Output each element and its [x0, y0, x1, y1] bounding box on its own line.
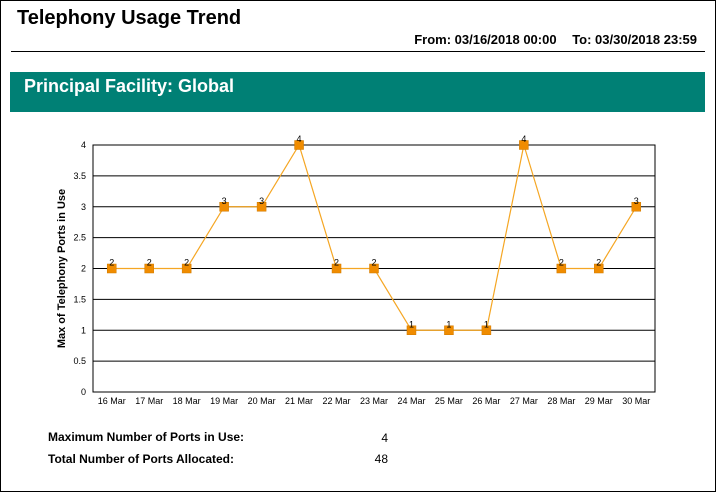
data-point	[631, 202, 642, 212]
data-label: 2	[334, 258, 339, 268]
date-from: From: 03/16/2018 00:00	[414, 32, 557, 47]
data-point	[369, 263, 379, 274]
facility-title: Principal Facility: Global	[24, 76, 235, 96]
data-label: 1	[446, 319, 451, 329]
x-tick-label: 25 Mar	[435, 396, 463, 406]
x-tick-label: 24 Mar	[397, 396, 425, 406]
data-label: 2	[184, 258, 189, 268]
data-point	[556, 263, 567, 274]
data-label: 4	[521, 134, 526, 144]
x-tick-label: 22 Mar	[323, 396, 351, 406]
x-tick-label: 30 Mar	[622, 396, 650, 406]
y-tick-label: 2	[81, 264, 86, 274]
y-tick-label: 4	[81, 140, 86, 150]
x-tick-label: 16 Mar	[98, 396, 126, 406]
data-point	[256, 202, 267, 212]
data-label: 1	[409, 319, 414, 329]
x-tick-label: 19 Mar	[210, 396, 238, 406]
total-ports-value: 48	[374, 452, 388, 466]
data-point	[519, 140, 529, 150]
data-label: 3	[222, 196, 227, 206]
y-tick-label: 0.5	[73, 356, 86, 366]
data-point	[144, 263, 154, 274]
x-tick-label: 26 Mar	[472, 396, 500, 406]
data-label: 4	[297, 134, 302, 144]
data-label: 2	[559, 258, 564, 268]
x-tick-label: 29 Mar	[585, 396, 613, 406]
x-tick-label: 27 Mar	[510, 396, 538, 406]
y-tick-label: 1	[81, 325, 86, 335]
data-label: 2	[596, 258, 601, 268]
data-point	[406, 325, 417, 335]
y-tick-label: 2.5	[73, 233, 86, 243]
x-tick-label: 18 Mar	[173, 396, 201, 406]
data-point	[444, 325, 454, 335]
report-title: Telephony Usage Trend	[17, 7, 242, 29]
data-point	[181, 263, 192, 274]
data-point	[331, 263, 342, 274]
y-tick-label: 1.5	[73, 294, 86, 304]
x-tick-label: 23 Mar	[360, 396, 388, 406]
header-divider	[11, 51, 705, 52]
y-axis-label: Max of Telephony Ports in Use	[56, 189, 68, 348]
data-point	[106, 263, 117, 274]
total-ports-label: Total Number of Ports Allocated:	[48, 452, 235, 466]
data-label: 3	[259, 196, 264, 206]
data-label: 2	[371, 258, 376, 268]
data-point	[219, 202, 229, 212]
y-tick-label: 0	[81, 387, 86, 397]
x-tick-label: 17 Mar	[135, 396, 163, 406]
y-tick-label: 3.5	[73, 171, 86, 181]
data-point	[294, 140, 304, 150]
y-tick-label: 3	[81, 202, 86, 212]
facility-banner: Principal Facility: Global	[10, 72, 705, 112]
x-tick-label: 28 Mar	[547, 396, 575, 406]
data-label: 2	[147, 258, 152, 268]
x-tick-label: 20 Mar	[248, 396, 276, 406]
data-point	[481, 325, 492, 335]
data-label: 2	[109, 258, 114, 268]
data-label: 1	[484, 319, 489, 329]
date-range: From: 03/16/2018 00:00 To: 03/30/2018 23…	[402, 32, 697, 47]
data-label: 3	[634, 196, 639, 206]
max-ports-label: Maximum Number of Ports in Use:	[48, 430, 245, 444]
date-to: To: 03/30/2018 23:59	[572, 32, 697, 47]
max-ports-value: 4	[381, 431, 388, 445]
x-tick-label: 21 Mar	[285, 396, 313, 406]
data-point	[594, 263, 604, 274]
